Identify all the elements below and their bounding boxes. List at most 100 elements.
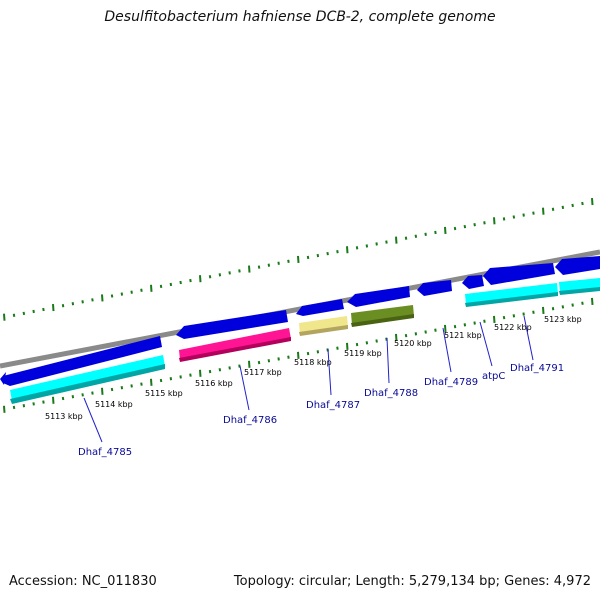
- cds-band: [10, 364, 165, 404]
- gene-label-atpc: atpC: [482, 371, 505, 382]
- cds-band: [465, 292, 558, 307]
- scale-tick: [52, 396, 55, 404]
- scale-tick: [493, 217, 496, 225]
- scale-tick: [453, 324, 457, 329]
- scale-tick: [248, 265, 251, 273]
- scale-tick: [395, 236, 398, 244]
- scale-tick: [493, 315, 496, 324]
- scale-tick: [297, 255, 300, 263]
- scale-tick: [140, 382, 143, 386]
- scale-tick: [424, 330, 427, 334]
- scale-tick: [150, 284, 153, 292]
- scale-tick: [473, 321, 476, 325]
- leader-line: [327, 348, 332, 396]
- scale-tick: [12, 405, 16, 410]
- scale-tick: [32, 402, 35, 406]
- scale-tick: [414, 332, 418, 336]
- scale-tick: [189, 373, 192, 377]
- scale-tick: [22, 311, 26, 316]
- gene-labels: Dhaf_4785 Dhaf_4786 Dhaf_4787 Dhaf_4788 …: [78, 363, 564, 458]
- scale-tick: [316, 350, 320, 354]
- scale-tick: [365, 341, 369, 345]
- scale-tick: [110, 387, 114, 392]
- kbp-label: 5116 kbp: [195, 379, 233, 388]
- gene-label-dhaf-4786: Dhaf_4786: [223, 415, 277, 426]
- scale-tick: [581, 301, 584, 305]
- scale-tick: [395, 333, 398, 341]
- scale-labels: 5113 kbp 5114 kbp 5115 kbp 5116 kbp 5117…: [45, 315, 582, 421]
- kbp-label: 5120 kbp: [394, 339, 432, 348]
- cds-band: [179, 328, 291, 360]
- scale-tick: [483, 221, 486, 225]
- scale-tick: [140, 288, 143, 292]
- scale-tick: [3, 405, 6, 413]
- scale-tick: [130, 384, 133, 388]
- gene-arrow: [176, 310, 288, 339]
- scale-tick: [355, 246, 359, 250]
- gene-label-dhaf-4787: Dhaf_4787: [306, 400, 360, 411]
- scale-tick: [91, 298, 94, 302]
- scale-tick: [218, 273, 222, 277]
- scale-tick: [483, 319, 486, 323]
- scale-tick: [571, 203, 574, 208]
- scale-tick: [561, 205, 565, 210]
- scale-tick: [267, 263, 271, 267]
- scale-tick: [228, 271, 231, 275]
- gene-label-dhaf-4789: Dhaf_4789: [424, 377, 478, 388]
- scale-tick: [277, 357, 280, 361]
- cds-band: [179, 337, 291, 362]
- gene-arrow: [462, 275, 484, 289]
- cds-track: [10, 278, 600, 404]
- scale-tick: [120, 386, 124, 390]
- cds-band: [299, 325, 348, 336]
- scale-tick: [561, 305, 565, 309]
- scale-tick: [277, 261, 280, 265]
- scale-tick: [120, 292, 124, 296]
- cds-band: [351, 314, 414, 327]
- inner-tick-ring: [3, 297, 594, 413]
- gene-label-dhaf-4791: Dhaf_4791: [510, 363, 564, 374]
- scale-tick: [532, 211, 535, 215]
- kbp-label: 5123 kbp: [544, 315, 582, 324]
- scale-tick: [169, 377, 173, 381]
- kbp-label: 5118 kbp: [294, 358, 332, 367]
- scale-tick: [542, 306, 545, 315]
- scale-tick: [199, 369, 202, 377]
- scale-tick: [532, 310, 535, 314]
- map-title: Desulfitobacterium hafniense DCB-2, comp…: [104, 9, 496, 25]
- scale-tick: [473, 223, 476, 227]
- scale-tick: [61, 303, 65, 308]
- scale-tick: [551, 207, 555, 211]
- scale-tick: [414, 234, 418, 238]
- leader-line: [479, 321, 493, 367]
- kbp-label: 5113 kbp: [45, 412, 83, 421]
- scale-tick: [22, 404, 26, 408]
- gene-arrow: [296, 299, 344, 316]
- scale-tick: [326, 251, 329, 256]
- scale-tick: [502, 217, 506, 221]
- scale-tick: [189, 278, 192, 283]
- scale-tick: [346, 246, 349, 254]
- scale-tick: [346, 342, 349, 350]
- gene-arrow: [483, 263, 555, 285]
- genome-summary-text: Topology: circular; Length: 5,279,134 bp…: [233, 574, 591, 589]
- scale-tick: [81, 300, 84, 304]
- scale-tick: [179, 375, 182, 379]
- scale-tick: [522, 213, 525, 217]
- scale-tick: [522, 312, 525, 316]
- scale-tick: [542, 207, 545, 215]
- scale-tick: [71, 395, 75, 399]
- scale-tick: [208, 369, 212, 374]
- kbp-label: 5119 kbp: [344, 349, 382, 358]
- scale-tick: [218, 368, 222, 372]
- scale-tick: [199, 275, 202, 283]
- scale-tick: [169, 282, 173, 287]
- scale-tick: [375, 242, 378, 246]
- scale-tick: [238, 269, 241, 273]
- scale-tick: [453, 226, 457, 231]
- scale-tick: [444, 324, 447, 332]
- cds-band: [351, 305, 414, 325]
- scale-tick: [287, 355, 290, 359]
- scale-tick: [375, 339, 378, 343]
- gene-arrow: [555, 256, 600, 275]
